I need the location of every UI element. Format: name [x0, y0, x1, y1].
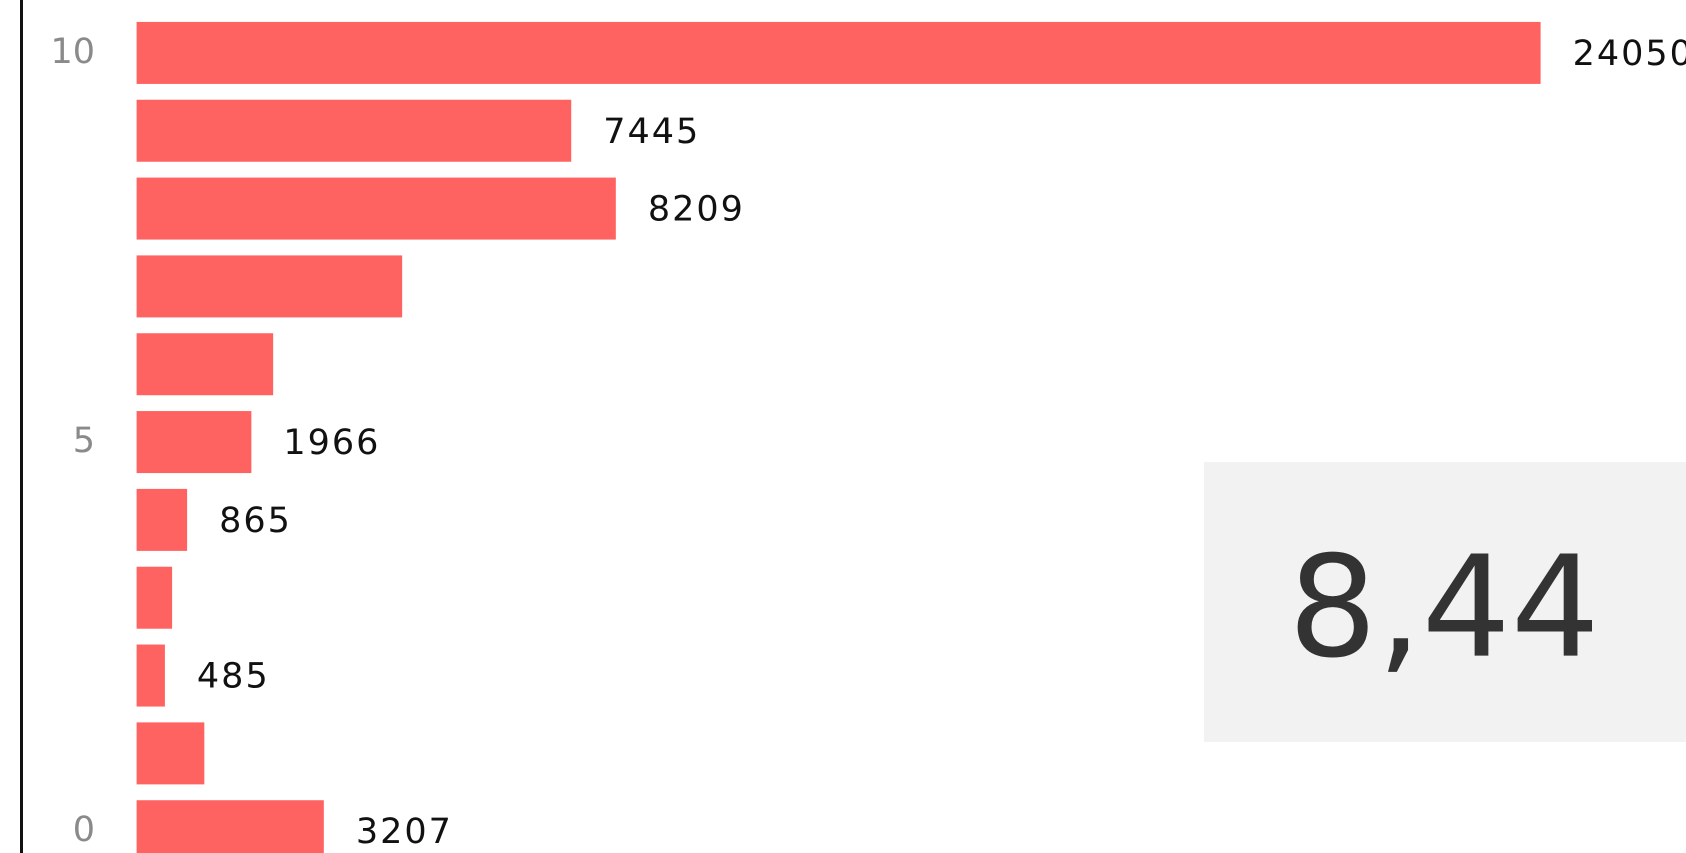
bar — [136, 644, 165, 707]
y-tick-label: 10 — [50, 32, 95, 72]
y-tick-label: 5 — [73, 421, 95, 461]
bar — [136, 99, 572, 162]
bar — [136, 177, 616, 240]
data-label: 7445 — [603, 112, 700, 152]
data-label: 1966 — [283, 423, 380, 463]
y-tick-label: 0 — [73, 810, 95, 850]
bar — [136, 488, 188, 551]
bar — [136, 411, 252, 474]
bar — [136, 566, 173, 629]
kpi-card — [1204, 462, 1686, 742]
data-label: 865 — [219, 501, 292, 541]
data-label: 3207 — [356, 812, 453, 852]
kpi-value: 8,44 — [1288, 527, 1600, 690]
data-label: 8209 — [648, 190, 745, 230]
bar — [136, 255, 403, 318]
bar — [136, 722, 205, 785]
data-label: 485 — [197, 657, 270, 697]
bar — [136, 333, 274, 396]
data-label: 24050 — [1573, 34, 1686, 74]
bar — [136, 800, 324, 853]
bar — [136, 21, 1541, 84]
